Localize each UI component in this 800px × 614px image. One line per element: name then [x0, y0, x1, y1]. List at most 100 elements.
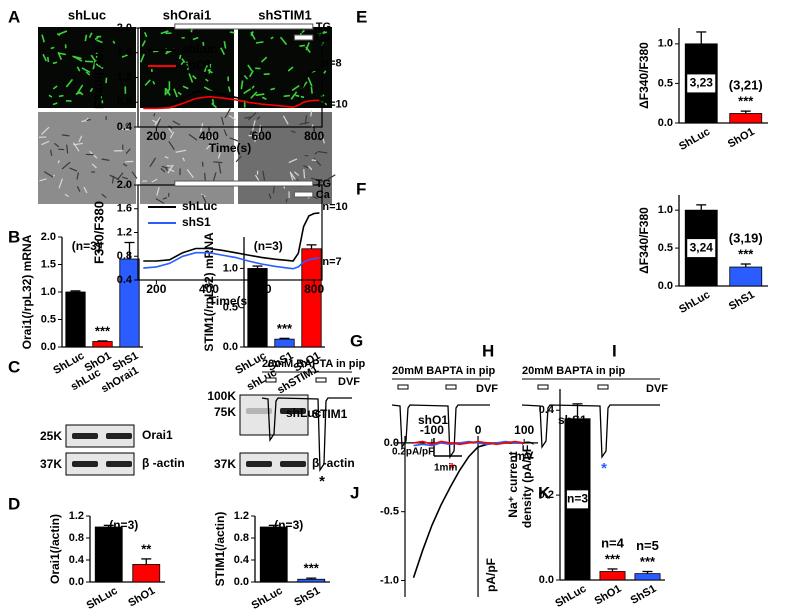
cell [314, 151, 318, 155]
x-axis-label: mV [515, 449, 534, 463]
bar-label: n=3 [567, 492, 588, 506]
x-tick-label: ShS1 [292, 585, 322, 609]
cell [57, 30, 68, 36]
y-tick-label: 0.0 [69, 576, 84, 588]
cell [228, 114, 237, 121]
series-line [143, 68, 320, 108]
cell [250, 91, 258, 99]
cell [90, 54, 97, 63]
x-tick-label: 0 [475, 423, 482, 437]
blot [239, 452, 309, 476]
drug-bar [265, 377, 277, 383]
blot [65, 452, 135, 476]
label-box [566, 490, 589, 509]
cell [293, 171, 300, 176]
cell [50, 149, 53, 156]
cell [243, 88, 252, 95]
bar-annotation: (3,19) [729, 230, 763, 245]
cell [283, 94, 290, 98]
y-tick-label: -0.5 [380, 506, 399, 518]
cell [180, 61, 185, 66]
cell [178, 54, 182, 60]
bar [259, 526, 288, 583]
y-tick-label: 0.0 [41, 341, 56, 353]
y-tick-label: 0.0 [234, 576, 249, 588]
cell [91, 163, 97, 169]
cell [223, 41, 227, 49]
cell [229, 31, 235, 34]
cell [41, 126, 50, 135]
band [72, 433, 98, 439]
cell [252, 120, 256, 131]
significance-mark: * [449, 460, 455, 477]
protein-label: β -actin [312, 456, 355, 470]
cell [168, 141, 175, 151]
y-axis-label: Orai1(/rpL32) mRNA [20, 234, 34, 349]
cell [192, 75, 197, 80]
phase-image [38, 112, 136, 204]
cell [303, 169, 306, 179]
cell [143, 31, 148, 38]
series-line [143, 212, 320, 262]
cell [78, 135, 83, 143]
x-tick-label: -100 [420, 423, 444, 437]
cell [155, 198, 165, 204]
y-tick-label: 1.5 [41, 258, 56, 270]
bar [297, 578, 326, 583]
cell [156, 187, 160, 196]
band [106, 461, 132, 467]
x-tick-label: 400 [199, 282, 219, 296]
cell [206, 142, 214, 150]
x-tick-label: 400 [199, 129, 219, 143]
y-tick-label: 0.5 [41, 313, 56, 325]
cell [254, 131, 258, 142]
x-tick-label: ShLuc [553, 583, 588, 610]
cell [160, 30, 169, 35]
bar-annotation: *** [738, 94, 754, 109]
y-tick-label: 0.8 [117, 250, 132, 262]
cell [307, 77, 313, 87]
cell [321, 136, 326, 144]
drug-label: DVF [646, 383, 668, 395]
cell [141, 40, 146, 47]
cell [248, 70, 254, 78]
cell [81, 67, 91, 74]
cell [112, 40, 116, 44]
cell [206, 137, 214, 140]
image-label: shOrai1 [163, 7, 211, 22]
panel-label: D [8, 494, 20, 513]
cell [48, 94, 53, 98]
x-tick-label: ShS1 [629, 583, 659, 607]
drug-bar [397, 384, 409, 390]
cell [270, 87, 276, 91]
cell [152, 80, 156, 85]
image-label: shLuc [68, 7, 106, 22]
cell [84, 117, 89, 122]
cell [217, 152, 221, 159]
drug-bar [315, 377, 327, 383]
cell [175, 149, 187, 153]
significance-mark: * [319, 473, 325, 490]
cell [220, 116, 225, 126]
x-tick-label: 800 [304, 282, 324, 296]
blot [65, 424, 135, 448]
legend-label: shO1 [182, 58, 212, 72]
cell [291, 84, 300, 92]
cell [182, 85, 189, 90]
treatment-bar [174, 180, 314, 187]
cell [72, 142, 80, 152]
cell [41, 34, 45, 43]
cell [313, 157, 322, 167]
cell [211, 98, 215, 105]
treatment-label: Ca [316, 32, 331, 44]
cell [255, 93, 265, 97]
x-tick-label: 600 [252, 129, 272, 143]
cell [84, 34, 88, 42]
cell [172, 120, 181, 126]
cell [212, 172, 217, 181]
drug-bar [445, 384, 457, 390]
cell [192, 36, 199, 41]
cell [151, 178, 158, 183]
cell [250, 31, 254, 36]
protein-label: Orai1 [142, 428, 173, 442]
